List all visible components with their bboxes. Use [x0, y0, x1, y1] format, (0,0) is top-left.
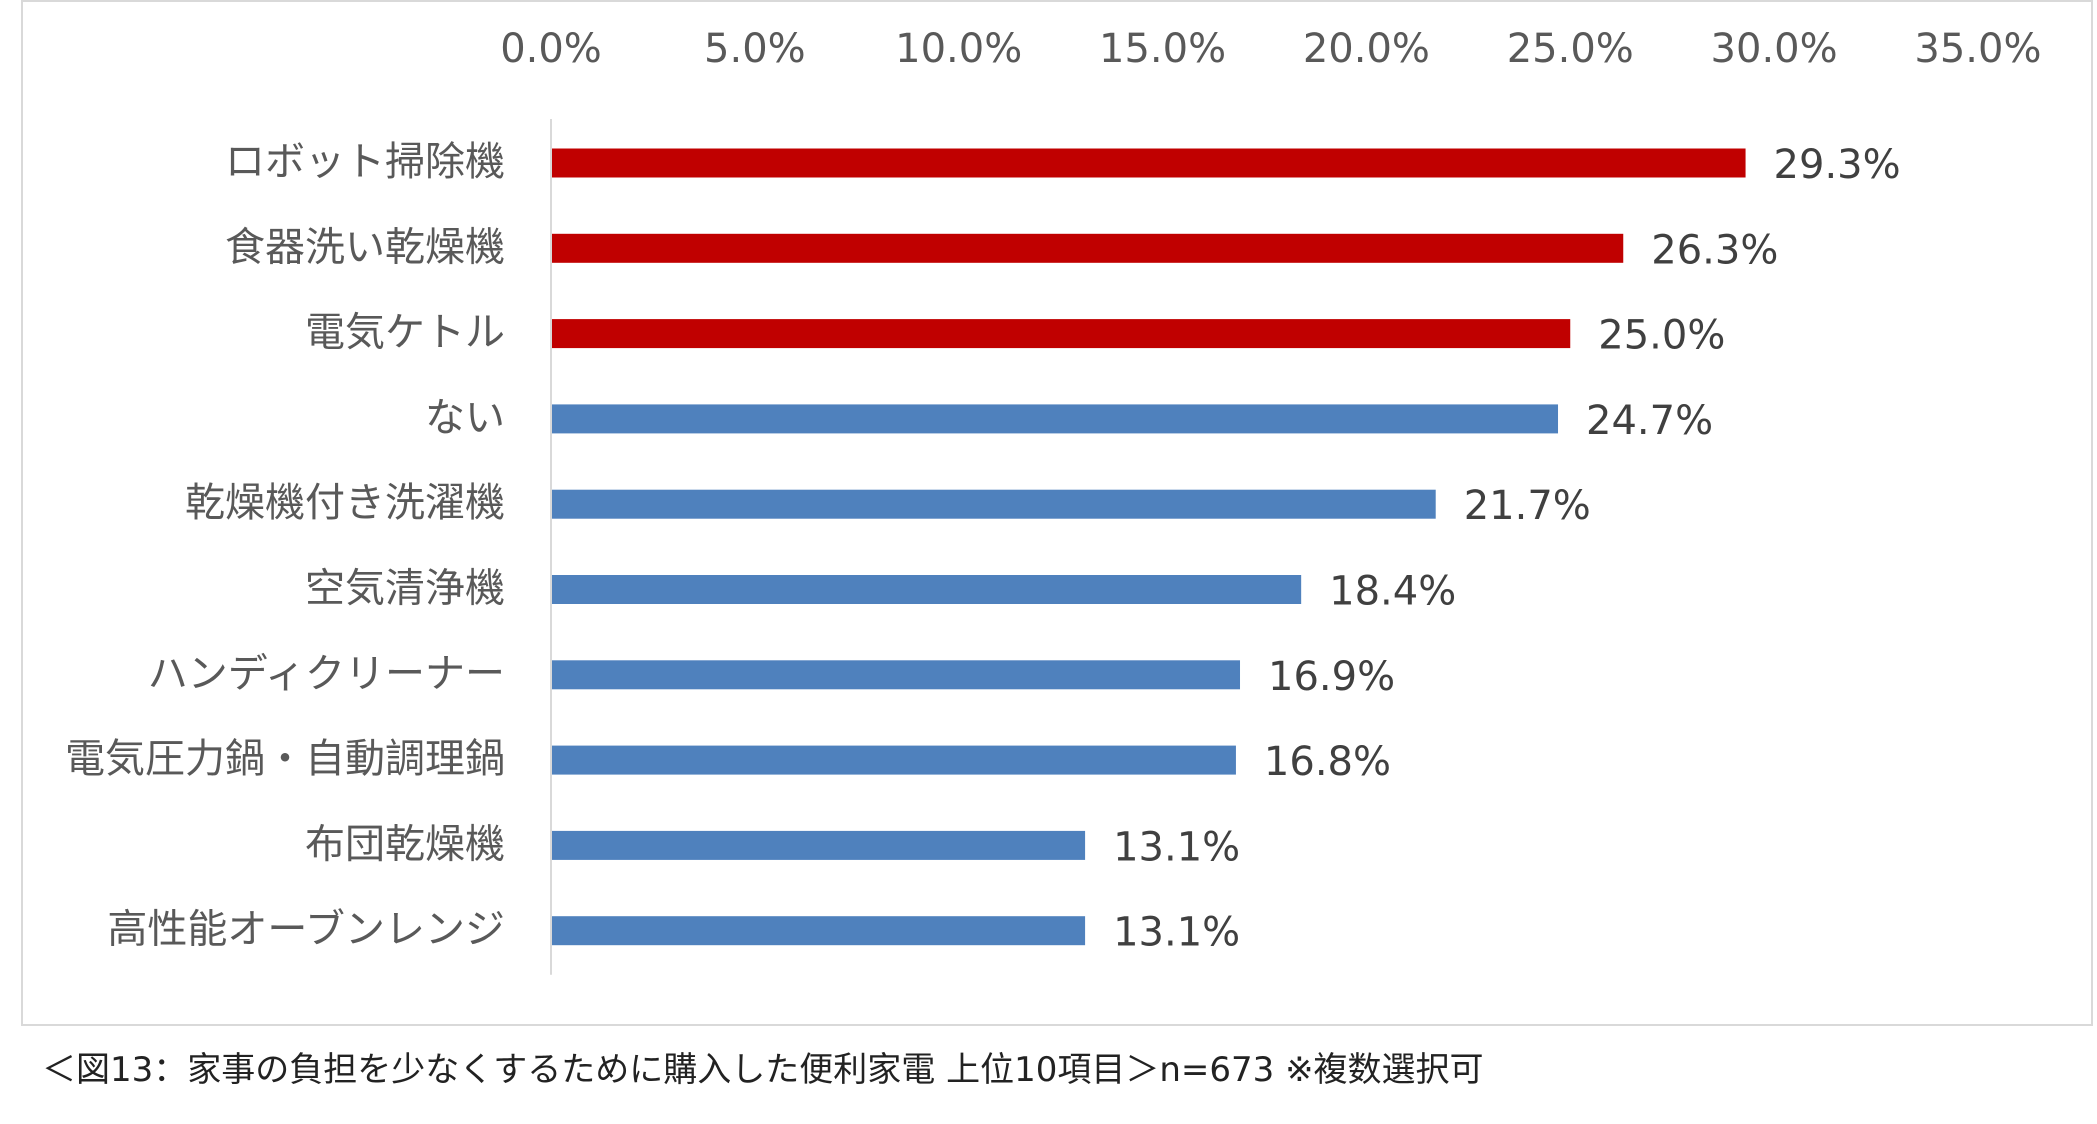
category-label: ない	[425, 395, 505, 441]
category-label: 空気清浄機	[305, 566, 505, 612]
data-label: 18.4%	[1329, 569, 1456, 615]
data-label: 21.7%	[1464, 483, 1591, 529]
data-label: 16.9%	[1268, 654, 1395, 700]
category-label: 乾燥機付き洗濯機	[185, 480, 505, 526]
data-label: 13.1%	[1113, 910, 1240, 956]
x-tick-label: 30.0%	[1711, 26, 1838, 72]
category-label: 布団乾燥機	[305, 821, 505, 867]
x-tick-label: 35.0%	[1914, 26, 2041, 72]
data-label: 16.8%	[1264, 739, 1391, 785]
bar	[552, 916, 1086, 946]
bar	[552, 489, 1436, 519]
category-label: 食器洗い乾燥機	[225, 224, 505, 270]
data-label: 13.1%	[1113, 824, 1240, 870]
x-tick-label: 5.0%	[704, 26, 806, 72]
bar	[552, 404, 1559, 434]
bar	[552, 319, 1571, 349]
bar	[552, 148, 1746, 178]
category-label: 電気圧力鍋・自動調理鍋	[65, 736, 505, 782]
data-label: 25.0%	[1598, 313, 1725, 359]
x-tick-label: 15.0%	[1099, 26, 1226, 72]
x-tick-label: 10.0%	[895, 26, 1022, 72]
category-label: ハンディクリーナー	[148, 651, 505, 697]
bar-chart: 0.0% 5.0% 10.0% 15.0% 20.0% 25.0% 30.0% 35.0% ロボ…	[65, 26, 2041, 975]
category-label: ロボット掃除機	[225, 139, 505, 185]
data-label: 26.3%	[1651, 227, 1778, 273]
x-tick-label: 0.0%	[500, 26, 602, 72]
data-label: 24.7%	[1586, 398, 1713, 444]
bar	[552, 745, 1236, 775]
bar	[552, 233, 1624, 263]
category-label: 高性能オーブンレンジ	[107, 907, 505, 953]
x-tick-label: 20.0%	[1303, 26, 1430, 72]
bar	[552, 830, 1086, 860]
bar	[552, 575, 1302, 604]
data-label: 29.3%	[1774, 142, 1901, 188]
category-label: 電気ケトル	[305, 310, 505, 356]
x-tick-label: 25.0%	[1507, 26, 1634, 72]
bar	[552, 660, 1241, 690]
figure-caption: ＜図13：家事の負担を少なくするために購入した便利家電 上位10項目＞n=673…	[42, 1050, 1484, 1090]
